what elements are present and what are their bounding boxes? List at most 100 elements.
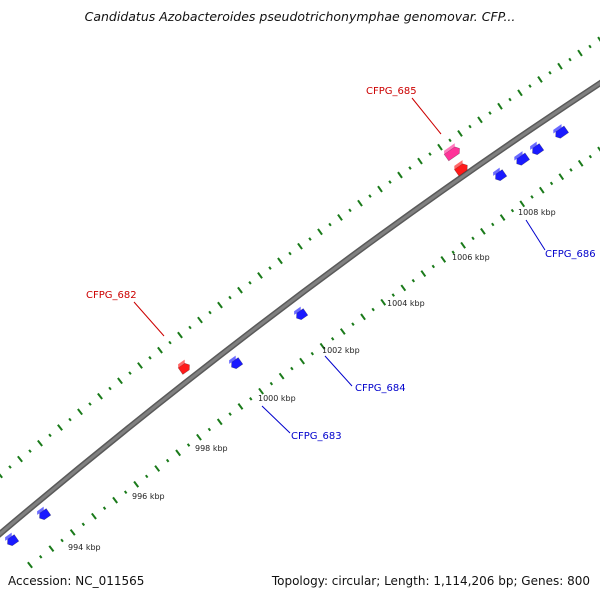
tick-mark-upper (508, 97, 512, 102)
gene-label: CFPG_686 (545, 249, 596, 260)
tick-mark-lower (216, 418, 223, 426)
tick-mark-upper (17, 455, 23, 463)
tick-mark-upper (597, 36, 600, 42)
tick-mark-upper (437, 143, 443, 151)
tick-mark-upper (377, 185, 383, 193)
gene-label-leader (133, 301, 165, 337)
tick-mark-lower (237, 403, 244, 410)
tick-mark-lower (269, 381, 274, 386)
tick-mark-upper (337, 214, 343, 221)
gene-body (495, 169, 508, 182)
tick-mark-upper (428, 152, 432, 156)
gene-label: CFPG_682 (86, 290, 137, 301)
tick-mark-upper (488, 111, 492, 115)
tick-mark-upper (268, 266, 272, 270)
gene-top-face (5, 532, 12, 541)
gene-top-face (294, 306, 301, 315)
tick-mark-lower (380, 298, 387, 306)
tick-mark-lower (371, 307, 375, 312)
tick-mark-upper (308, 237, 312, 241)
tick-mark-upper (68, 417, 72, 422)
tick-mark-upper (188, 325, 192, 330)
gene-top-face (444, 143, 455, 155)
gene-body (39, 508, 52, 521)
tick-mark-lower (249, 397, 253, 401)
gene-label-leader (261, 405, 291, 434)
tick-label: 1002 kbp (322, 346, 360, 355)
tick-mark-lower (460, 241, 466, 249)
tick-mark-upper (457, 129, 463, 137)
gene-body (516, 152, 531, 166)
tick-mark-lower (330, 337, 335, 341)
gene-label-leader (411, 97, 442, 135)
tick-mark-upper (528, 84, 532, 88)
tick-mark-upper (448, 138, 452, 143)
gene-reverse-1008a (514, 151, 531, 166)
gene-top-face (454, 160, 463, 170)
tick-mark-lower (38, 555, 43, 559)
tick-mark-upper (197, 316, 203, 324)
tick-mark-upper (177, 331, 183, 339)
tick-mark-upper (8, 465, 12, 469)
tick-mark-lower (499, 214, 506, 221)
gene-body (296, 308, 309, 321)
gene-cfpg-686 (493, 167, 508, 182)
tick-mark-upper (588, 44, 592, 49)
topology-text: Topology: circular; Length: 1,114,206 bp… (271, 574, 590, 588)
tick-mark-lower (299, 357, 305, 365)
tick-mark-upper (477, 116, 483, 124)
tick-mark-lower (510, 208, 515, 213)
tick-mark-lower (290, 366, 294, 371)
tick-mark-lower (133, 480, 140, 488)
tick-label: 1008 kbp (518, 208, 556, 217)
gene-label: CFPG_683 (291, 431, 342, 442)
gene-body (231, 357, 244, 370)
tick-mark-upper (37, 439, 43, 447)
tick-mark-upper (468, 124, 472, 129)
tick-mark-upper (408, 166, 412, 170)
tick-mark-lower (27, 561, 33, 569)
gene-reverse-1009 (553, 124, 570, 139)
tick-mark-lower (351, 322, 355, 326)
tick-mark-lower (588, 154, 593, 159)
tick-mark-lower (310, 351, 315, 356)
tick-label: 1000 kbp (258, 394, 296, 403)
labels: 994 kbp 996 kbp 998 kbp 1000 kbp 1002 kbp 100… (68, 86, 596, 552)
tick-mark-upper (117, 377, 123, 385)
backbone-line (0, 81, 600, 536)
tick-mark-lower (569, 168, 573, 172)
accession-text: Accession: NC_011565 (8, 574, 145, 588)
tick-mark-upper (57, 424, 63, 431)
tick-mark-lower (165, 458, 170, 463)
tick-mark-lower (577, 159, 584, 167)
tick-label: 996 kbp (132, 492, 165, 501)
tick-mark-lower (549, 181, 554, 186)
tick-mark-upper (217, 301, 223, 309)
tick-mark-upper (108, 386, 112, 391)
tick-mark-upper (317, 228, 323, 236)
tick-label: 1004 kbp (387, 299, 425, 308)
gene-top-face (530, 141, 537, 150)
gene-body (177, 362, 190, 375)
tick-mark-upper (297, 242, 303, 250)
tick-mark-lower (102, 506, 107, 511)
tick-mark-upper (348, 208, 352, 213)
gene-cfpg-684 (294, 306, 309, 321)
backbone (0, 79, 600, 538)
tick-mark-upper (397, 171, 403, 179)
tick-mark-lower (175, 449, 182, 457)
gene-reverse-994a (5, 532, 20, 547)
tick-mark-lower (48, 545, 55, 553)
gene-cfpg-683 (229, 355, 244, 370)
tick-mark-lower (81, 522, 86, 527)
tick-mark-lower (186, 443, 191, 447)
tick-mark-upper (257, 272, 263, 279)
tick-mark-upper (497, 102, 503, 110)
tick-mark-lower (60, 538, 64, 543)
tick-mark-upper (568, 57, 572, 62)
tick-mark-lower (278, 372, 285, 380)
tick-mark-upper (368, 194, 372, 198)
gene-reverse-1008b (530, 141, 545, 156)
tick-mark-upper (557, 62, 563, 70)
tick-mark-lower (391, 293, 395, 297)
